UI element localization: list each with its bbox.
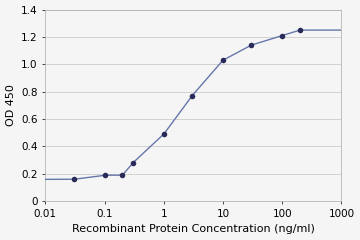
Y-axis label: OD 450: OD 450 <box>5 84 15 126</box>
X-axis label: Recombinant Protein Concentration (ng/ml): Recombinant Protein Concentration (ng/ml… <box>72 224 315 234</box>
